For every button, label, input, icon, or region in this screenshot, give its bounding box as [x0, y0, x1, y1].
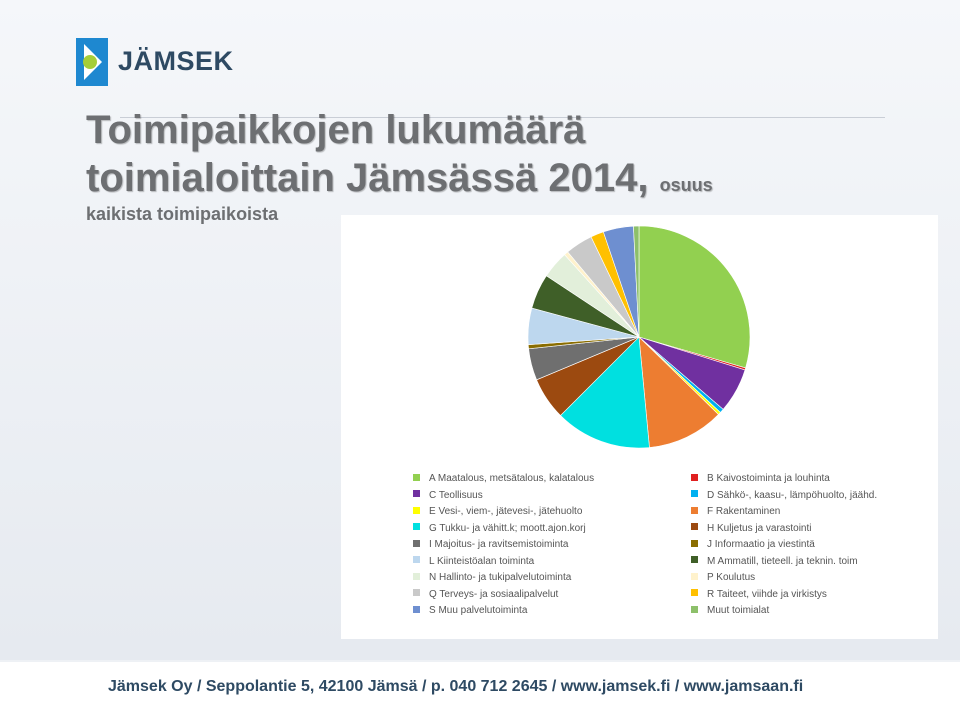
legend-label: C Teollisuus: [429, 489, 483, 501]
legend-label: S Muu palvelutoiminta: [429, 605, 528, 616]
legend-item: E Vesi-, viem-, jätevesi-, jätehuolto: [413, 506, 582, 522]
pie-slice-6: [560, 336, 650, 449]
legend-item: R Taiteet, viihde ja virkistys: [691, 589, 827, 605]
legend-item: A Maatalous, metsätalous, kalatalous: [413, 473, 594, 489]
legend-item: H Kuljetus ja varastointi: [691, 523, 812, 539]
legend-item: L Kiinteistöalan toiminta: [413, 556, 534, 572]
title-line-2: toimialoittain Jämsässä 2014,: [86, 156, 649, 200]
legend-swatch: [413, 473, 420, 481]
legend-label: G Tukku- ja vähitt.k; moott.ajon.korj: [429, 522, 586, 534]
footer-bar: [0, 662, 960, 702]
title-line-1: Toimipaikkojen lukumäärä: [86, 108, 586, 152]
legend-swatch: [413, 605, 420, 613]
legend-item: F Rakentaminen: [691, 506, 780, 522]
legend-swatch: [691, 572, 698, 580]
legend-item: Q Terveys- ja sosiaalipalvelut: [413, 589, 558, 605]
legend-swatch: [413, 589, 420, 597]
slide-subtitle: kaikista toimipaikoista: [86, 204, 279, 224]
legend-label: E Vesi-, viem-, jätevesi-, jätehuolto: [429, 506, 583, 517]
legend-label: H Kuljetus ja varastointi: [707, 522, 812, 534]
legend-swatch: [413, 506, 420, 514]
legend-item: Muut toimialat: [691, 605, 769, 621]
legend-swatch: [691, 605, 698, 613]
legend-swatch: [691, 523, 698, 531]
brand-name: JÄMSEK: [118, 46, 234, 76]
chart-legend: A Maatalous, metsätalous, kalatalous B Ka…: [341, 215, 938, 639]
legend-item: B Kaivostoiminta ja louhinta: [691, 473, 830, 489]
legend-swatch: [691, 589, 698, 597]
legend-label: J Informaatio ja viestintä: [707, 539, 815, 550]
legend-label: M Ammatill, tieteell. ja teknin. toim: [707, 555, 858, 567]
legend-swatch: [413, 556, 420, 564]
legend-swatch: [413, 539, 420, 547]
legend-label: P Koulutus: [707, 572, 756, 583]
legend-swatch: [413, 490, 420, 498]
legend-label: F Rakentaminen: [707, 506, 781, 517]
legend-swatch: [691, 556, 698, 564]
legend-swatch: [691, 490, 698, 498]
footer-contact: Jämsek Oy / Seppolantie 5, 42100 Jämsä /…: [108, 678, 804, 695]
jamsek-logo-icon: [76, 38, 108, 86]
pie-chart-card: A Maatalous, metsätalous, kalatalous B Ka…: [341, 215, 938, 639]
legend-label: D Sähkö-, kaasu-, lämpöhuolto, jäähd.: [707, 489, 878, 501]
legend-label: I Majoitus- ja ravitsemistoiminta: [429, 539, 569, 550]
legend-item: S Muu palvelutoiminta: [413, 605, 527, 621]
legend-item: G Tukku- ja vähitt.k; moott.ajon.korj: [413, 523, 586, 539]
pie-slice-0: [638, 225, 751, 369]
legend-label: B Kaivostoiminta ja louhinta: [707, 473, 830, 484]
legend-item: P Koulutus: [691, 572, 755, 588]
legend-item: N Hallinto- ja tukipalvelutoiminta: [413, 572, 571, 588]
pie-chart: [527, 225, 751, 449]
legend-label: Q Terveys- ja sosiaalipalvelut: [429, 588, 559, 600]
legend-item: C Teollisuus: [413, 490, 483, 506]
legend-item: D Sähkö-, kaasu-, lämpöhuolto, jäähd.: [691, 490, 877, 506]
legend-label: R Taiteet, viihde ja virkistys: [707, 588, 827, 600]
legend-item: I Majoitus- ja ravitsemistoiminta: [413, 539, 568, 555]
legend-label: N Hallinto- ja tukipalvelutoiminta: [429, 572, 572, 583]
legend-item: M Ammatill, tieteell. ja teknin. toim: [691, 556, 858, 572]
slide-title: Toimipaikkojen lukumäärä toimialoittain …: [86, 106, 713, 209]
pie-slice-5: [638, 336, 719, 448]
pie-slice-17: [633, 225, 640, 338]
legend-label: Muut toimialat: [707, 605, 770, 616]
title-divider: [120, 117, 885, 118]
legend-item: J Informaatio ja viestintä: [691, 539, 815, 555]
title-suffix: osuus: [659, 175, 713, 195]
legend-label: L Kiinteistöalan toiminta: [429, 555, 535, 567]
legend-swatch: [413, 572, 420, 580]
legend-swatch: [413, 523, 420, 531]
legend-label: A Maatalous, metsätalous, kalatalous: [429, 473, 595, 484]
legend-swatch: [691, 473, 698, 481]
legend-swatch: [691, 506, 698, 514]
legend-swatch: [691, 539, 698, 547]
